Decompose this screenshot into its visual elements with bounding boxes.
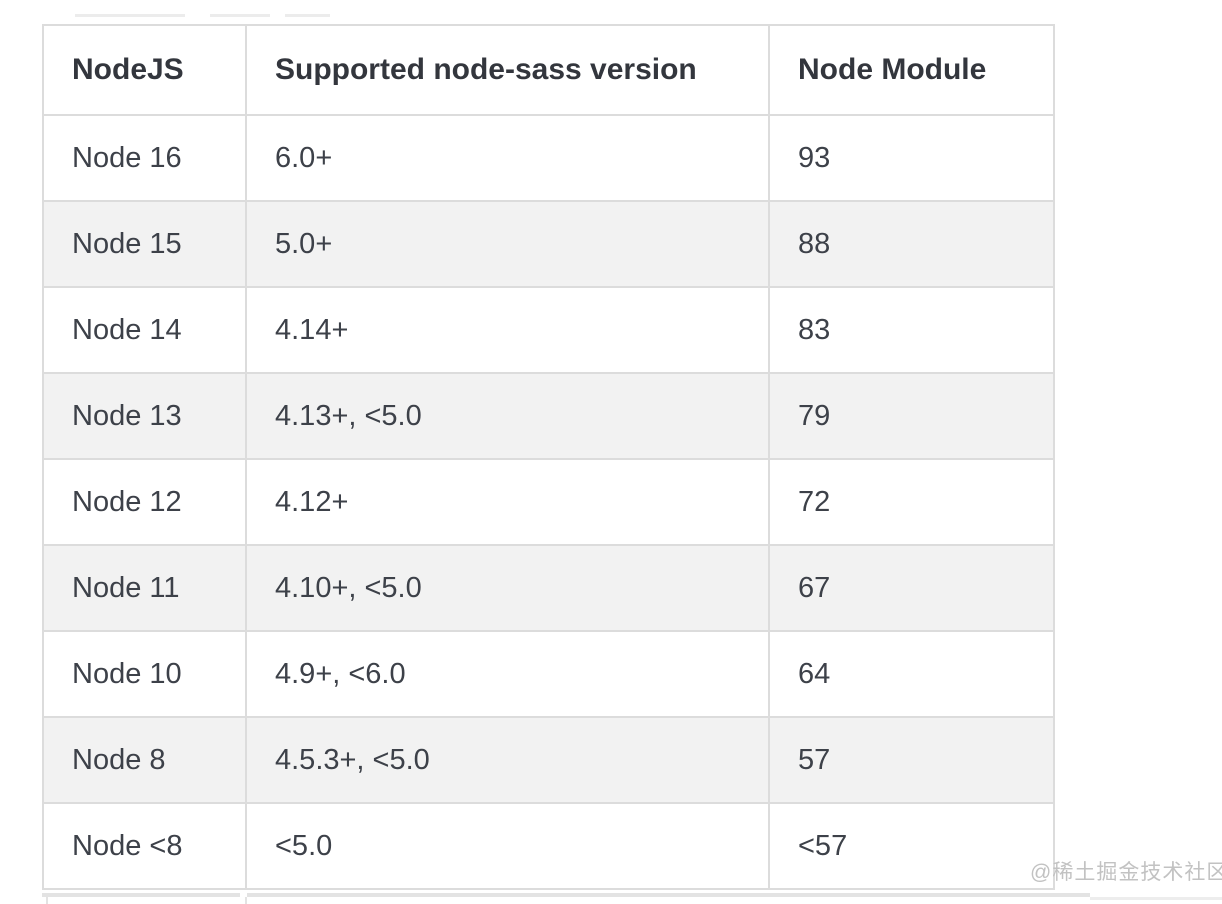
table-row: Node 11 4.10+, <5.0 67 <box>42 544 1055 632</box>
cell-node_module: 72 <box>768 458 1055 546</box>
cell-node_module: 83 <box>768 286 1055 374</box>
next-table-edge <box>46 897 48 904</box>
next-table-divider <box>245 897 247 904</box>
column-header: Node Module <box>768 24 1055 116</box>
cropped-text-remnant <box>285 14 330 17</box>
next-table-border-segment <box>42 893 240 897</box>
table-row: Node 8 4.5.3+, <5.0 57 <box>42 716 1055 804</box>
cell-nodejs: Node 12 <box>42 458 247 546</box>
table-row: Node 15 5.0+ 88 <box>42 200 1055 288</box>
cell-nodejs: Node 11 <box>42 544 247 632</box>
cell-sass_version: 4.9+, <6.0 <box>245 630 770 718</box>
cell-node_module: <57 <box>768 802 1055 890</box>
cell-sass_version: 6.0+ <box>245 114 770 202</box>
cell-sass_version: 5.0+ <box>245 200 770 288</box>
cell-nodejs: Node 14 <box>42 286 247 374</box>
cell-sass_version: 4.13+, <5.0 <box>245 372 770 460</box>
next-table-border-segment <box>247 893 1090 897</box>
cell-node_module: 64 <box>768 630 1055 718</box>
header-row: NodeJS Supported node-sass version Node Mo… <box>42 24 1055 116</box>
cropped-text-remnant <box>210 14 270 17</box>
cell-node_module: 79 <box>768 372 1055 460</box>
cell-nodejs: Node 16 <box>42 114 247 202</box>
table-row: Node 13 4.13+, <5.0 79 <box>42 372 1055 460</box>
table-row: Node 10 4.9+, <6.0 64 <box>42 630 1055 718</box>
cell-nodejs: Node <8 <box>42 802 247 890</box>
cell-node_module: 67 <box>768 544 1055 632</box>
cell-node_module: 88 <box>768 200 1055 288</box>
node-sass-compatibility-table: NodeJS Supported node-sass version Node Mo… <box>42 24 1055 890</box>
cell-nodejs: Node 15 <box>42 200 247 288</box>
table-row: Node <8 <5.0 <57 <box>42 802 1055 890</box>
cropped-text-remnant <box>75 14 185 17</box>
cell-nodejs: Node 13 <box>42 372 247 460</box>
cell-sass_version: 4.10+, <5.0 <box>245 544 770 632</box>
next-table-border-segment <box>1090 897 1222 900</box>
table-row: Node 14 4.14+ 83 <box>42 286 1055 374</box>
table-row: Node 12 4.12+ 72 <box>42 458 1055 546</box>
cell-nodejs: Node 8 <box>42 716 247 804</box>
cell-node_module: 93 <box>768 114 1055 202</box>
juejin-watermark: @稀土掘金技术社区 <box>1030 861 1222 884</box>
cell-sass_version: 4.12+ <box>245 458 770 546</box>
cell-sass_version: <5.0 <box>245 802 770 890</box>
table-row: Node 16 6.0+ 93 <box>42 114 1055 202</box>
cell-sass_version: 4.5.3+, <5.0 <box>245 716 770 804</box>
cell-node_module: 57 <box>768 716 1055 804</box>
column-header: NodeJS <box>42 24 247 116</box>
column-header: Supported node-sass version <box>245 24 770 116</box>
cell-nodejs: Node 10 <box>42 630 247 718</box>
cell-sass_version: 4.14+ <box>245 286 770 374</box>
